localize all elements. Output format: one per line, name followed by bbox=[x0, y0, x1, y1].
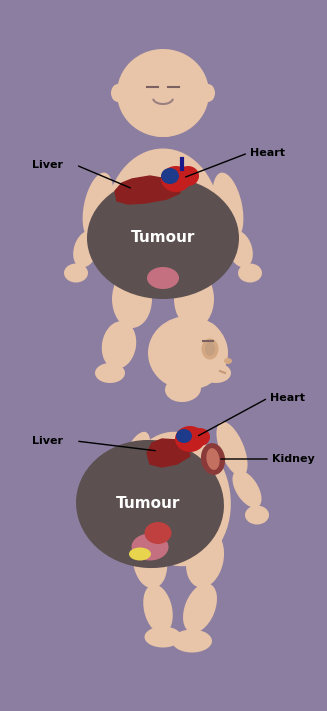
Text: Kidney: Kidney bbox=[272, 454, 315, 464]
Ellipse shape bbox=[111, 84, 125, 102]
Text: Tumour: Tumour bbox=[116, 496, 180, 511]
Ellipse shape bbox=[161, 168, 179, 184]
Ellipse shape bbox=[227, 230, 253, 267]
Ellipse shape bbox=[148, 316, 228, 390]
Ellipse shape bbox=[190, 428, 210, 446]
Ellipse shape bbox=[87, 177, 239, 299]
Ellipse shape bbox=[206, 448, 220, 470]
Ellipse shape bbox=[131, 533, 168, 560]
Ellipse shape bbox=[172, 629, 212, 653]
Ellipse shape bbox=[238, 264, 262, 282]
Ellipse shape bbox=[245, 506, 269, 525]
Ellipse shape bbox=[145, 626, 181, 648]
Text: Heart: Heart bbox=[270, 393, 305, 403]
Ellipse shape bbox=[183, 583, 217, 633]
Ellipse shape bbox=[106, 149, 220, 294]
Ellipse shape bbox=[201, 338, 218, 360]
Text: Liver: Liver bbox=[32, 160, 63, 170]
Text: Tumour: Tumour bbox=[131, 230, 195, 245]
Ellipse shape bbox=[143, 584, 173, 634]
Ellipse shape bbox=[201, 443, 225, 475]
Ellipse shape bbox=[133, 534, 167, 588]
Ellipse shape bbox=[186, 530, 224, 587]
Ellipse shape bbox=[201, 84, 215, 102]
Ellipse shape bbox=[102, 321, 136, 369]
Ellipse shape bbox=[76, 440, 224, 568]
Ellipse shape bbox=[201, 363, 231, 383]
Ellipse shape bbox=[165, 376, 201, 402]
Ellipse shape bbox=[129, 547, 151, 560]
Text: Heart: Heart bbox=[250, 148, 285, 158]
Ellipse shape bbox=[224, 358, 232, 364]
Ellipse shape bbox=[147, 267, 179, 289]
Ellipse shape bbox=[95, 363, 125, 383]
Ellipse shape bbox=[205, 342, 215, 356]
Ellipse shape bbox=[161, 166, 191, 192]
Ellipse shape bbox=[64, 264, 88, 282]
Ellipse shape bbox=[232, 470, 262, 508]
Ellipse shape bbox=[213, 173, 243, 240]
Polygon shape bbox=[115, 176, 180, 204]
Ellipse shape bbox=[125, 432, 231, 566]
Ellipse shape bbox=[73, 230, 99, 267]
Ellipse shape bbox=[83, 173, 113, 240]
Ellipse shape bbox=[174, 270, 214, 328]
Text: Liver: Liver bbox=[32, 436, 63, 446]
Ellipse shape bbox=[175, 426, 205, 452]
Ellipse shape bbox=[216, 422, 248, 476]
Polygon shape bbox=[147, 439, 190, 467]
Ellipse shape bbox=[112, 270, 152, 328]
Ellipse shape bbox=[145, 522, 171, 544]
Ellipse shape bbox=[177, 166, 199, 186]
Ellipse shape bbox=[190, 321, 224, 369]
Ellipse shape bbox=[144, 115, 182, 137]
Ellipse shape bbox=[176, 429, 192, 443]
Ellipse shape bbox=[120, 432, 150, 486]
Ellipse shape bbox=[117, 49, 209, 137]
